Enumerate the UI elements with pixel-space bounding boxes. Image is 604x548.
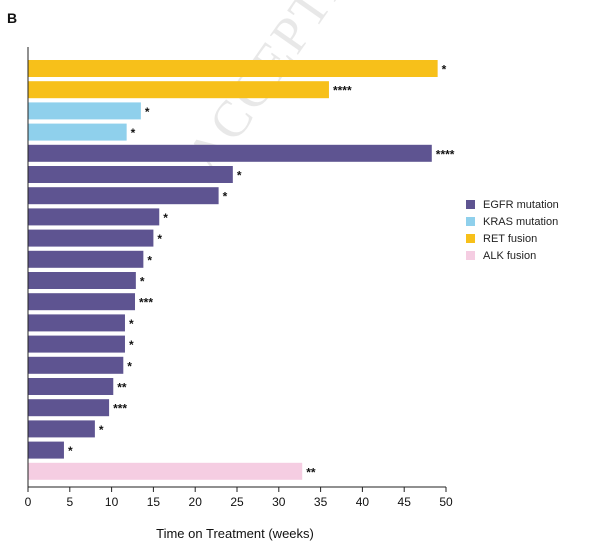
bar-significance-label: *** xyxy=(139,296,153,310)
bar-6 xyxy=(28,166,233,183)
bar-significance-label: * xyxy=(99,423,104,437)
bar-labels-layer: ******************************** xyxy=(68,63,455,480)
x-tick-label: 25 xyxy=(230,495,244,509)
bar-19 xyxy=(28,441,64,459)
bar-20 xyxy=(28,462,303,480)
bar-significance-label: * xyxy=(68,444,73,458)
legend: EGFR mutation KRAS mutation RET fusion ALK … xyxy=(466,196,559,264)
legend-swatch xyxy=(466,251,475,260)
bar-5 xyxy=(28,144,432,162)
bar-16 xyxy=(28,378,114,395)
legend-label: EGFR mutation xyxy=(483,198,559,211)
bar-significance-label: *** xyxy=(113,402,127,416)
x-axis-label: Time on Treatment (weeks) xyxy=(156,526,314,541)
bar-significance-label: * xyxy=(157,232,162,246)
bar-14 xyxy=(28,335,125,353)
x-tick-label: 5 xyxy=(66,495,73,509)
legend-item: RET fusion xyxy=(466,230,559,247)
x-tick-label: 40 xyxy=(356,495,370,509)
bar-significance-label: * xyxy=(442,63,447,77)
bar-15 xyxy=(28,356,124,374)
bar-4 xyxy=(28,123,127,141)
bar-11 xyxy=(28,272,136,289)
bar-significance-label: * xyxy=(129,317,134,331)
x-tick-label: 10 xyxy=(105,495,119,509)
bar-significance-label: * xyxy=(237,169,242,183)
legend-item: EGFR mutation xyxy=(466,196,559,213)
bars-layer xyxy=(28,60,438,480)
panel-label: B xyxy=(7,10,18,26)
bar-13 xyxy=(28,314,125,332)
bar-significance-label: * xyxy=(129,338,134,352)
legend-swatch xyxy=(466,234,475,243)
x-tick-label: 0 xyxy=(25,495,32,509)
bar-1 xyxy=(28,60,438,77)
bar-9 xyxy=(28,229,154,247)
bar-3 xyxy=(28,102,141,120)
bar-12 xyxy=(28,293,136,311)
bar-significance-label: * xyxy=(163,211,168,225)
bar-significance-label: * xyxy=(147,253,152,267)
x-tick-label: 50 xyxy=(439,495,453,509)
x-axis: 0 5 10 15 20 25 30 35 40 45 50 xyxy=(25,47,453,509)
bar-significance-label: * xyxy=(145,105,150,119)
bar-significance-label: **** xyxy=(333,84,352,98)
bar-significance-label: ** xyxy=(306,465,316,479)
bar-2 xyxy=(28,81,329,99)
legend-label: RET fusion xyxy=(483,232,538,245)
bar-significance-label: ** xyxy=(117,381,127,395)
legend-item: ALK fusion xyxy=(466,247,559,264)
bar-7 xyxy=(28,187,219,205)
legend-swatch xyxy=(466,200,475,209)
bar-significance-label: * xyxy=(140,275,145,289)
x-tick-label: 20 xyxy=(189,495,203,509)
bar-10 xyxy=(28,250,144,268)
bar-significance-label: * xyxy=(127,359,132,373)
x-tick-label: 35 xyxy=(314,495,328,509)
bar-18 xyxy=(28,420,95,438)
legend-label: ALK fusion xyxy=(483,249,537,262)
x-tick-label: 30 xyxy=(272,495,286,509)
legend-swatch xyxy=(466,217,475,226)
bar-17 xyxy=(28,399,110,417)
x-tick-label: 15 xyxy=(147,495,161,509)
legend-label: KRAS mutation xyxy=(483,215,559,228)
bar-significance-label: * xyxy=(223,190,228,204)
bar-8 xyxy=(28,208,160,226)
x-tick-label: 45 xyxy=(398,495,412,509)
bar-significance-label: **** xyxy=(436,147,455,161)
legend-item: KRAS mutation xyxy=(466,213,559,230)
bar-significance-label: * xyxy=(131,126,136,140)
